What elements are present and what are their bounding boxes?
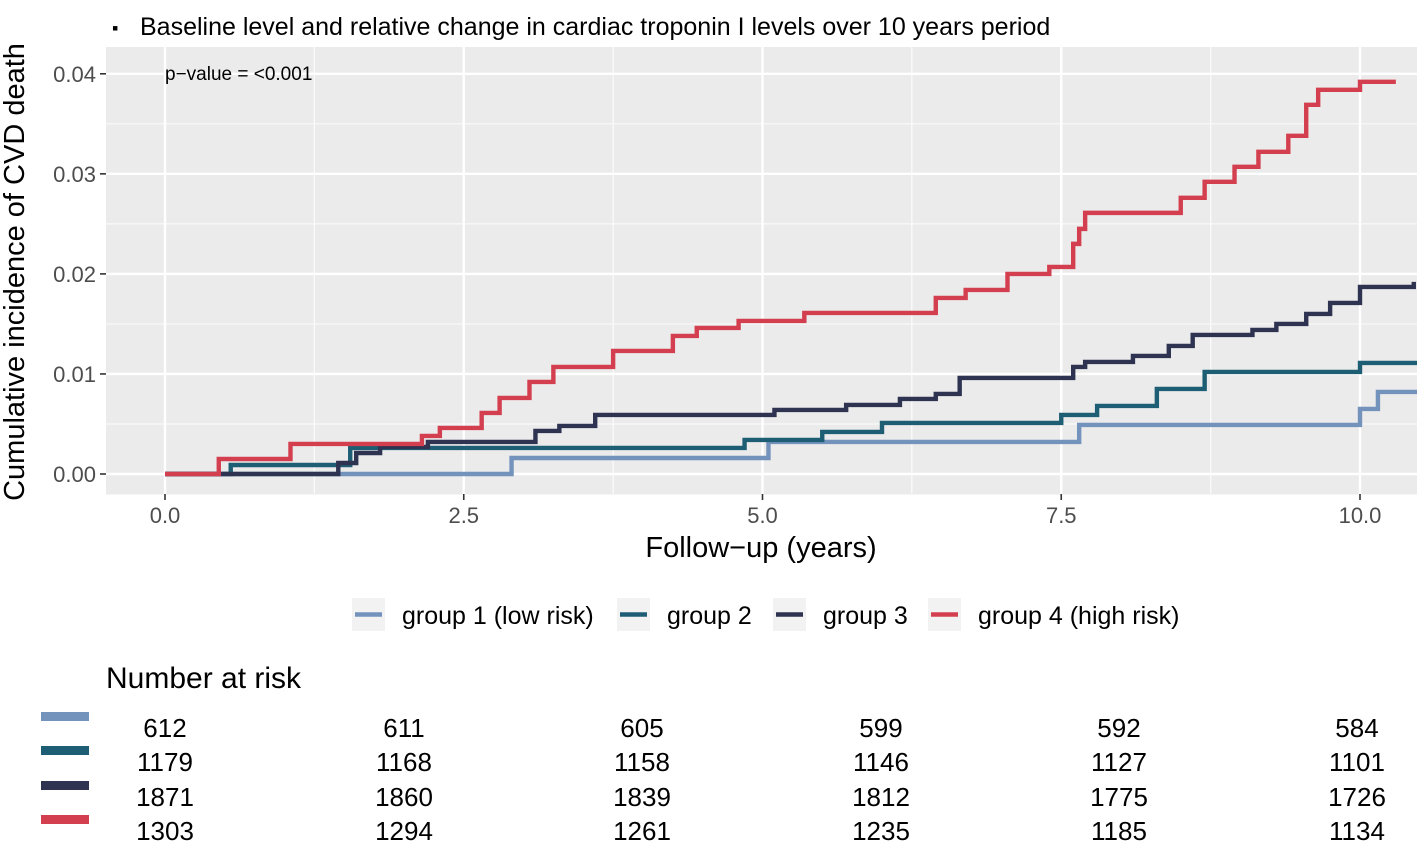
y-tick-label: 0.01 xyxy=(53,362,96,387)
x-axis-title: Follow−up (years) xyxy=(645,532,876,564)
risk-count: 584 xyxy=(1335,713,1378,743)
x-tick-label: 10.0 xyxy=(1339,503,1382,528)
risk-row-color-key xyxy=(41,781,89,790)
y-tick-label: 0.04 xyxy=(53,62,96,87)
risk-row-color-key xyxy=(41,815,89,824)
x-tick-label: 2.5 xyxy=(448,503,479,528)
series-line xyxy=(165,79,1396,477)
risk-count: 1146 xyxy=(853,747,909,777)
y-tick-label: 0.00 xyxy=(53,462,96,487)
risk-count: 1303 xyxy=(136,816,194,846)
risk-count: 1261 xyxy=(613,816,671,846)
risk-table-title: Number at risk xyxy=(106,662,302,695)
risk-count: 1860 xyxy=(375,782,433,812)
axes-layer: 0.0 2.5 5.0 7.5 10.0 0.00 0.01 0.02 0.03 0.04 xyxy=(53,62,1381,528)
x-tick-label: 5.0 xyxy=(747,503,778,528)
y-tick-label: 0.02 xyxy=(53,262,96,287)
risk-count: 605 xyxy=(620,713,663,743)
risk-count: 1235 xyxy=(852,816,910,846)
risk-row-color-key xyxy=(41,746,89,755)
risk-count: 1179 xyxy=(137,747,193,777)
y-tick-label: 0.03 xyxy=(53,162,96,187)
risk-count: 1185 xyxy=(1091,816,1147,846)
risk-count: 1134 xyxy=(1329,816,1385,846)
legend-label: group 3 xyxy=(823,602,908,630)
legend-label: group 4 (high risk) xyxy=(978,602,1179,630)
risk-count: 599 xyxy=(859,713,902,743)
risk-count: 1812 xyxy=(852,782,910,812)
risk-count: 1168 xyxy=(376,747,432,777)
legend-label: group 1 (low risk) xyxy=(402,602,594,630)
x-tick-label: 0.0 xyxy=(150,503,181,528)
risk-count: 1294 xyxy=(375,816,433,846)
risk-count: 592 xyxy=(1097,713,1140,743)
y-axis-title: Cumulative incidence of CVD death xyxy=(0,43,31,501)
chart-title: Baseline level and relative change in ca… xyxy=(140,13,1050,41)
risk-count: 1775 xyxy=(1090,782,1148,812)
risk-count: 1127 xyxy=(1091,747,1147,777)
risk-count: 1871 xyxy=(136,782,194,812)
grid-major xyxy=(106,47,1417,494)
x-tick-label: 7.5 xyxy=(1046,503,1077,528)
legend: group 1 (low risk) group 2 group 3 group 4 … xyxy=(352,598,1179,631)
risk-count: 1101 xyxy=(1329,747,1385,777)
p-value-annotation: p−value = <0.001 xyxy=(165,64,312,85)
series-line xyxy=(165,360,1417,477)
risk-count: 1839 xyxy=(613,782,671,812)
legend-label: group 2 xyxy=(667,602,752,630)
series-layer xyxy=(165,79,1417,477)
series-line xyxy=(165,389,1417,477)
risk-count: 1726 xyxy=(1328,782,1386,812)
risk-count: 1158 xyxy=(614,747,670,777)
risk-row-color-key xyxy=(41,712,89,721)
risk-count: 612 xyxy=(143,713,186,743)
risk-table: 612 611 605 599 592 584 1179 1168 1158 1146 1127 11… xyxy=(41,712,1386,846)
series-line xyxy=(165,281,1416,477)
title-bullet: ▪ xyxy=(112,18,118,38)
risk-count: 611 xyxy=(383,713,424,743)
